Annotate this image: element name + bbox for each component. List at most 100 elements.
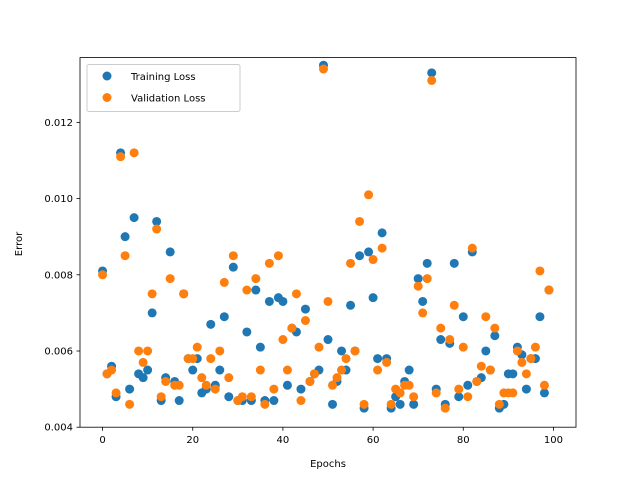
data-point <box>445 335 455 345</box>
data-point <box>278 335 288 345</box>
data-point <box>296 396 306 406</box>
data-point <box>134 346 144 356</box>
data-point <box>454 392 464 402</box>
x-tick-label: 100 <box>544 435 563 446</box>
legend: Training Loss Validation Loss <box>86 64 241 112</box>
data-point <box>278 296 288 306</box>
data-point <box>224 392 234 402</box>
legend-label-validation: Validation Loss <box>131 94 206 105</box>
data-point <box>242 285 252 295</box>
data-point <box>346 258 356 268</box>
data-point <box>463 380 473 390</box>
data-point <box>138 373 148 383</box>
legend-marker-validation <box>102 93 112 102</box>
data-point <box>107 365 117 375</box>
data-point <box>337 346 347 356</box>
data-point <box>440 403 450 413</box>
data-point <box>269 396 279 406</box>
data-point <box>125 399 135 409</box>
data-point <box>490 331 500 341</box>
data-point <box>300 316 310 326</box>
data-point <box>427 68 437 78</box>
data-point <box>458 312 468 322</box>
data-point <box>544 285 554 295</box>
data-point <box>98 270 108 280</box>
data-point <box>341 354 351 364</box>
data-point <box>116 152 126 162</box>
data-point <box>458 342 468 352</box>
data-point <box>125 384 135 394</box>
data-point <box>309 369 319 379</box>
data-point <box>305 376 315 386</box>
data-point <box>179 289 189 299</box>
data-point <box>422 258 432 268</box>
data-point <box>287 323 297 333</box>
x-tick-label: 40 <box>277 435 290 446</box>
data-point <box>206 319 216 329</box>
data-point <box>454 384 464 394</box>
data-point <box>431 388 441 398</box>
data-point <box>521 384 531 394</box>
data-point <box>188 354 198 364</box>
data-point <box>508 369 518 379</box>
data-point <box>129 213 139 223</box>
data-point <box>481 346 491 356</box>
data-point <box>409 399 419 409</box>
data-point <box>535 312 545 322</box>
data-point <box>355 216 365 226</box>
data-point <box>120 251 130 261</box>
data-point <box>328 380 338 390</box>
data-point <box>174 380 184 390</box>
data-point <box>111 388 121 398</box>
y-tick-label: 0.012 <box>44 118 73 129</box>
y-tick-label: 0.006 <box>44 346 73 357</box>
data-point <box>436 323 446 333</box>
data-point <box>300 304 310 314</box>
data-point <box>165 274 175 284</box>
data-point <box>296 384 306 394</box>
data-point <box>449 258 459 268</box>
data-point <box>386 399 396 409</box>
data-point <box>323 296 333 306</box>
data-point <box>535 266 545 276</box>
data-point <box>368 255 378 265</box>
data-point <box>328 399 338 409</box>
axes-frame <box>79 57 577 428</box>
data-point <box>242 327 252 337</box>
data-point <box>368 293 378 303</box>
data-point <box>364 190 374 200</box>
legend-marker-training <box>102 71 112 81</box>
data-point <box>436 335 446 345</box>
data-point <box>210 384 220 394</box>
data-point <box>147 289 157 299</box>
data-point <box>521 369 531 379</box>
y-tick-label: 0.008 <box>44 270 73 281</box>
data-point <box>467 243 477 253</box>
data-point <box>449 300 459 310</box>
data-point <box>251 285 261 295</box>
data-point <box>539 380 549 390</box>
data-point <box>323 335 333 345</box>
data-point <box>413 274 423 284</box>
data-point <box>355 251 365 261</box>
data-point <box>373 354 383 364</box>
data-point <box>463 392 473 402</box>
data-point <box>219 277 229 287</box>
data-point <box>282 365 292 375</box>
data-point <box>237 392 247 402</box>
legend-box <box>86 64 241 112</box>
data-point <box>472 376 482 386</box>
x-axis-ticks: 0 20 40 60 80 100 <box>99 427 563 446</box>
data-point <box>219 312 229 322</box>
x-tick-label: 60 <box>367 435 380 446</box>
data-point <box>264 258 274 268</box>
data-point <box>269 384 279 394</box>
legend-label-training: Training Loss <box>130 72 196 83</box>
data-point <box>143 346 153 356</box>
data-point <box>377 228 387 238</box>
series-validation-loss <box>98 64 554 413</box>
y-axis-label: Error <box>14 231 25 256</box>
data-point <box>255 342 265 352</box>
x-axis-label: Epochs <box>310 459 346 470</box>
